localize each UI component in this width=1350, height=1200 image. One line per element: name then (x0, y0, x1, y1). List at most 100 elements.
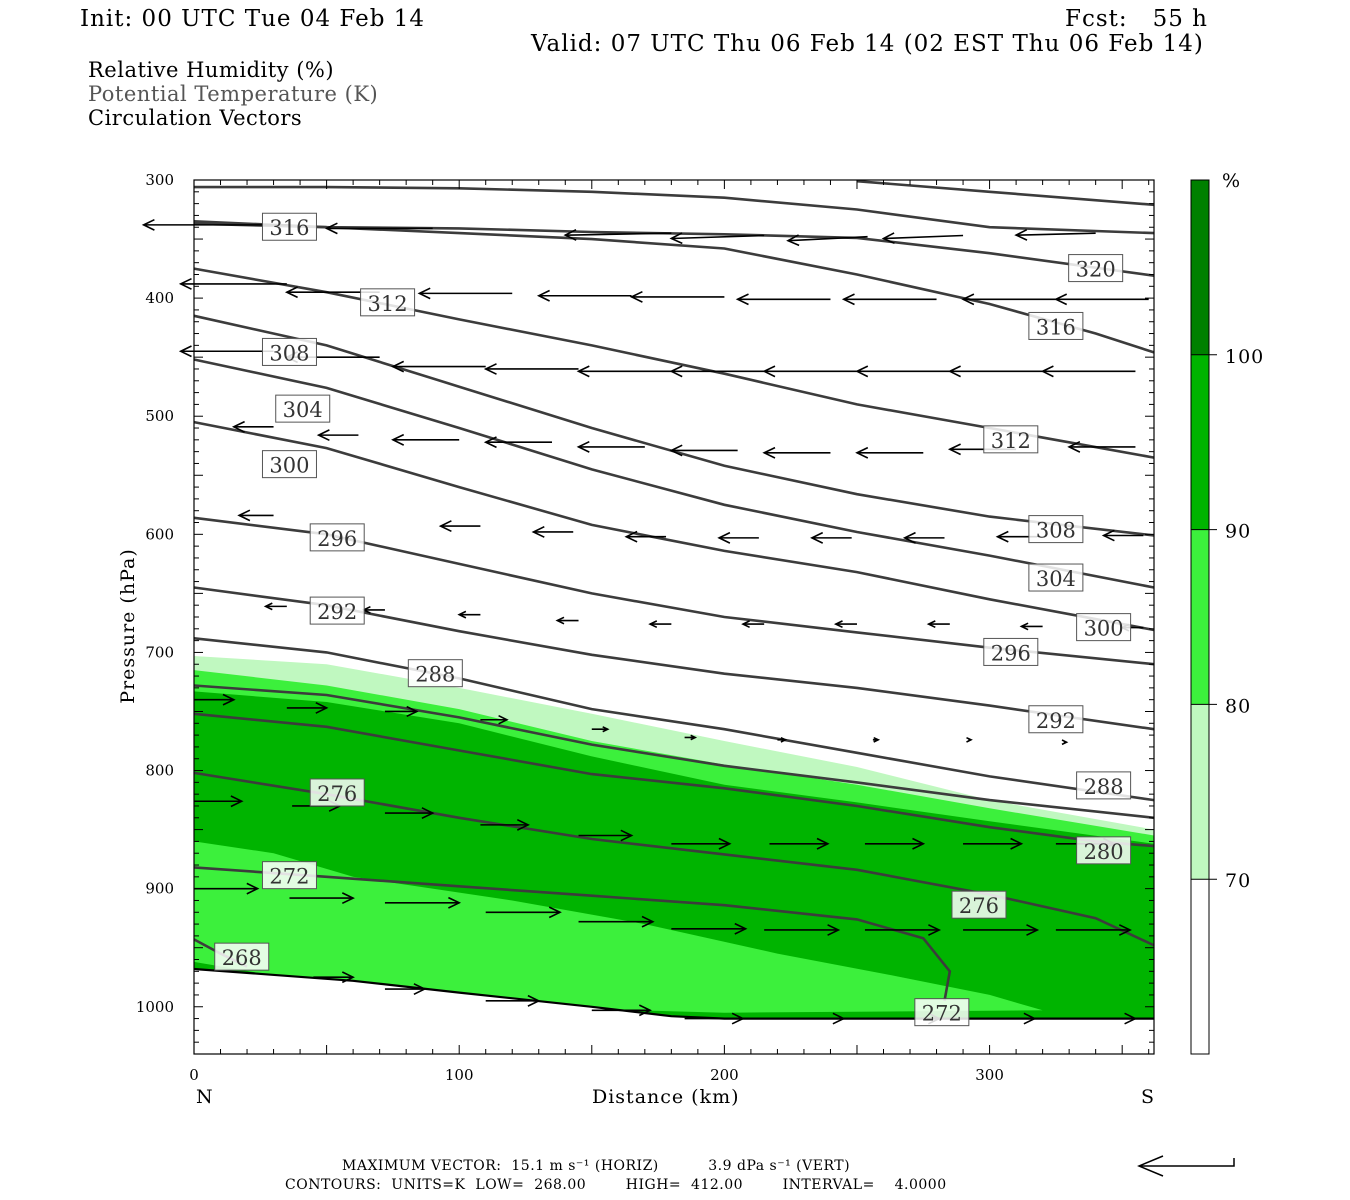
vector-head (762, 446, 776, 459)
legend-theta: Potential Temperature (K) (88, 82, 379, 106)
contour-label: 280 (1076, 836, 1132, 865)
theta-contour-280 (193, 712, 1155, 848)
circulation-vector (833, 620, 857, 629)
circulation-vector (1055, 924, 1132, 936)
vector-shaft (671, 234, 765, 240)
circulation-vector (926, 620, 950, 629)
vector-head (873, 736, 881, 743)
circulation-vector (902, 531, 945, 544)
x-tick-label: 100 (445, 1066, 474, 1084)
contour-label-box (309, 596, 365, 625)
vector-head (690, 734, 698, 741)
contour-label-text: 272 (269, 865, 309, 889)
circulation-vector (684, 1012, 745, 1025)
vector-head (406, 705, 419, 718)
contour-label-box (1076, 836, 1132, 865)
circulation-vector (669, 444, 738, 457)
vector-shaft (1016, 232, 1096, 236)
contour-label-text: 268 (222, 946, 262, 970)
contour-label-box (1028, 705, 1084, 734)
y-tick-label: 500 (145, 407, 174, 425)
circulation-vector (483, 436, 553, 449)
vector-head (669, 444, 683, 457)
legend-vectors: Circulation Vectors (88, 106, 303, 130)
reference-vector-shaft (1141, 1158, 1235, 1167)
y-tick-label: 800 (145, 762, 174, 780)
circulation-vector (1019, 622, 1043, 631)
circulation-vector (384, 807, 435, 820)
contour-label: 272 (261, 861, 317, 890)
colorbar-unit: % (1222, 170, 1242, 192)
vector-head (780, 736, 788, 743)
contour-label-text: 304 (283, 398, 323, 422)
colorbar-label: 90 (1225, 521, 1251, 543)
vector-head (516, 818, 530, 831)
reference-vector (1137, 1155, 1235, 1177)
circulation-vector (578, 915, 655, 928)
vector-head (928, 924, 942, 936)
contour-label: 272 (914, 998, 970, 1027)
x-axis-title: Distance (km) (592, 1086, 740, 1108)
circulation-vector (966, 736, 973, 743)
vector-head (629, 290, 643, 303)
vector-shaft (565, 232, 672, 236)
circulation-vector (286, 701, 329, 714)
circulation-vector (841, 293, 937, 306)
circulation-vector (361, 605, 385, 614)
contour-label-text: 288 (1084, 775, 1124, 799)
contour-label: 288 (1076, 771, 1132, 800)
y-tick-label: 900 (145, 880, 174, 898)
vector-head (1014, 228, 1028, 241)
vector-head (563, 228, 577, 241)
theta-contour-288 (193, 637, 1155, 802)
circulation-vector (578, 829, 634, 842)
colorbar-frame (1190, 179, 1210, 1055)
vector-head (141, 218, 155, 231)
rh-pocket-80 (194, 841, 1043, 1013)
circulation-vector (576, 440, 645, 453)
circulation-vector (1054, 293, 1149, 306)
contour-label-text: 304 (1036, 567, 1076, 591)
circulation-vector (864, 924, 942, 936)
circulation-vector (947, 365, 1043, 378)
vector-head (816, 837, 830, 850)
contour-label-box (309, 778, 365, 807)
vector-head (926, 620, 936, 629)
circulation-vector (963, 837, 1024, 850)
vector-head (1067, 440, 1081, 453)
vector-head (947, 443, 961, 456)
vector-head (762, 365, 776, 378)
contour-label-text: 288 (415, 663, 455, 687)
contour-label-box (261, 450, 317, 479)
contour-label-box (983, 425, 1039, 454)
circulation-vector (1069, 1012, 1138, 1025)
colorbar-segment (1191, 354, 1209, 530)
vector-head (178, 345, 192, 358)
circulation-vector (968, 1012, 1037, 1025)
contour-label-text: 312 (991, 429, 1031, 453)
contour-label-text: 308 (269, 341, 309, 365)
contour-label-layer: 316 320 312 316 308 304 300 312 296 308 304 292 300 2… (214, 212, 1132, 1027)
contour-label-text: 316 (1036, 315, 1076, 339)
circulation-vector (531, 525, 574, 538)
vector-head (315, 701, 329, 714)
vector-head (178, 277, 192, 290)
vector-head (413, 983, 427, 996)
vector-head (483, 436, 497, 449)
circulation-vector (485, 906, 562, 919)
vector-head (421, 807, 435, 820)
rh-fill-layer (194, 656, 1154, 1054)
contour-label: 308 (261, 337, 317, 366)
circulation-vector (1067, 440, 1136, 453)
vector-head (810, 531, 824, 544)
vector-head (576, 440, 590, 453)
theta-contour-316 (193, 222, 1155, 354)
circulation-vector (671, 922, 748, 935)
circulation-vector (563, 228, 672, 241)
valid-time: Valid: 07 UTC Thu 06 Feb 14 (02 EST Thu … (531, 31, 1204, 57)
y-tick-label: 300 (145, 171, 174, 189)
colorbar: 70 80 90 100 (1190, 179, 1263, 1055)
contour-label: 296 (983, 637, 1039, 666)
circulation-vector (289, 892, 355, 905)
contour-label-box (1076, 771, 1132, 800)
